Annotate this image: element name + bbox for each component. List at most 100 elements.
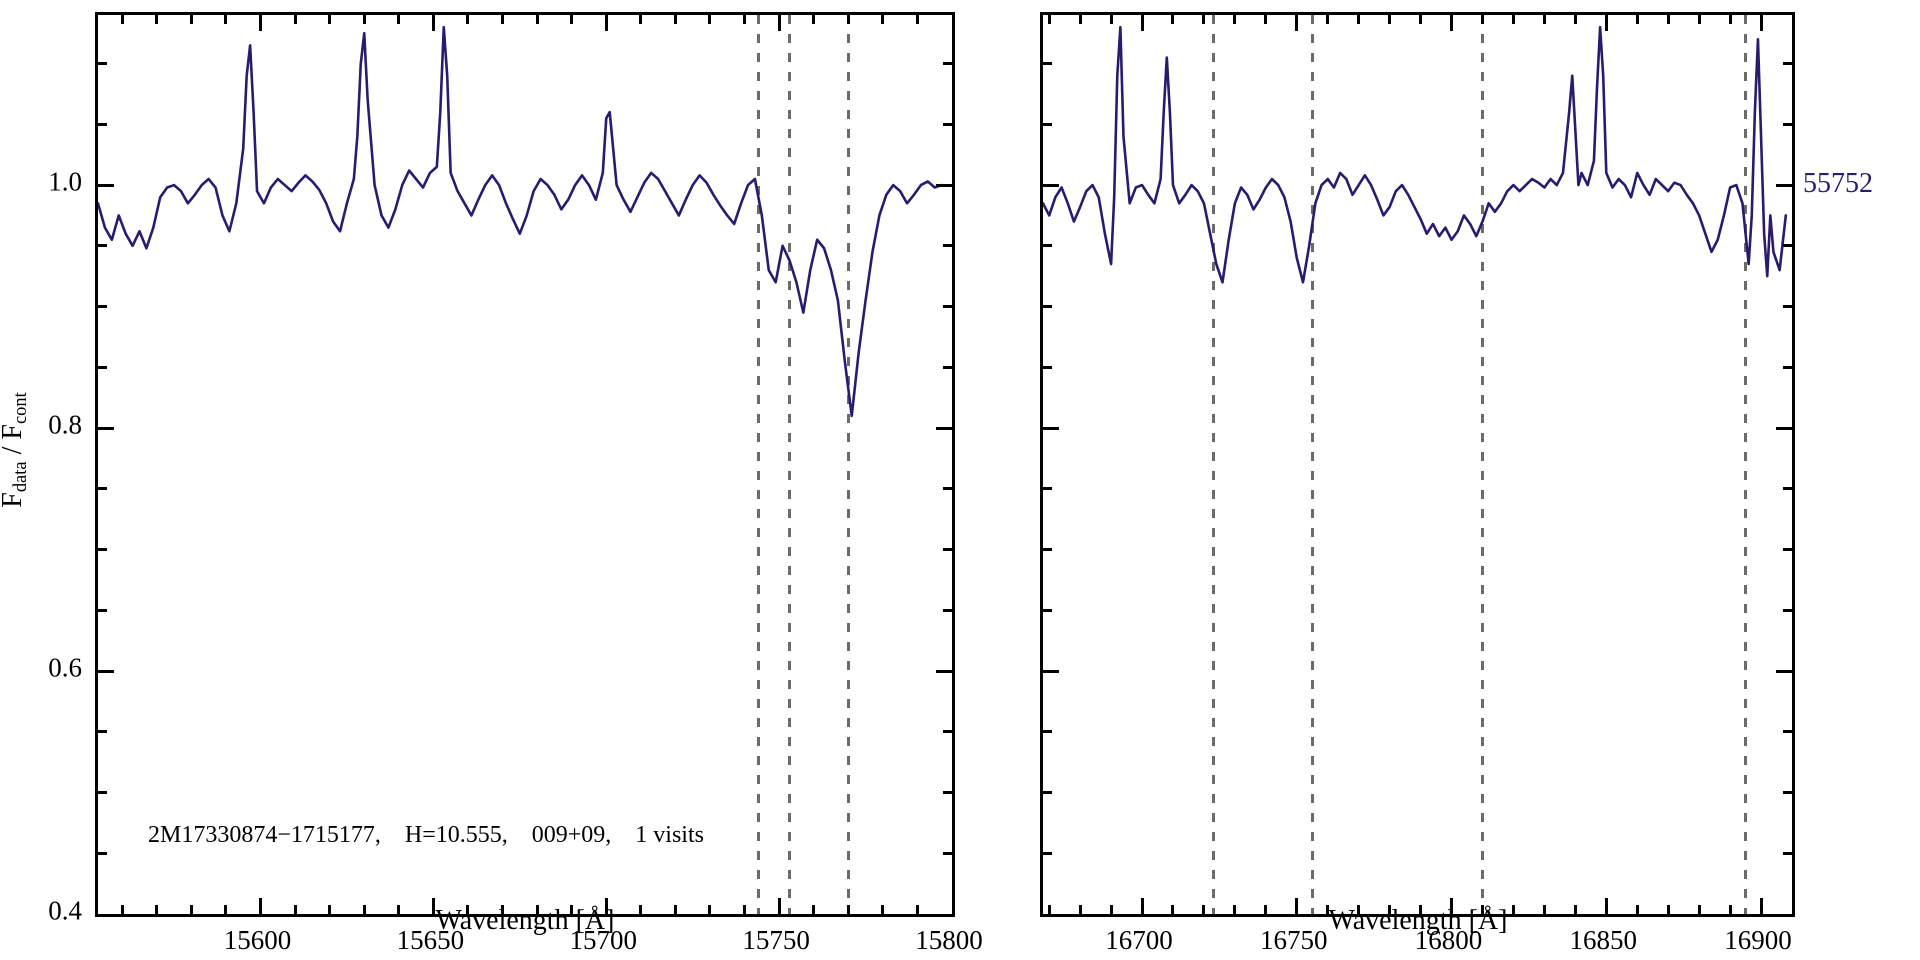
y-axis-minor-tick — [98, 487, 107, 491]
y-axis-minor-tick — [1043, 608, 1052, 612]
x-axis-minor-tick — [1357, 15, 1361, 24]
x-axis-minor-tick — [535, 905, 539, 914]
x-axis-tick-label: 16700 — [1105, 925, 1173, 955]
x-axis-major-tick — [1140, 15, 1144, 31]
y-axis-major-tick — [98, 426, 114, 430]
y-axis-major-tick — [936, 426, 952, 430]
y-axis-minor-tick — [943, 365, 952, 369]
x-axis-minor-tick — [1573, 15, 1577, 24]
y-axis-major-tick — [1776, 426, 1792, 430]
x-axis-minor-tick — [155, 15, 159, 24]
y-axis-minor-tick — [1043, 122, 1052, 126]
x-axis-minor-tick — [293, 15, 297, 24]
y-axis-minor-tick — [943, 851, 952, 855]
x-axis-minor-tick — [1573, 905, 1577, 914]
x-axis-minor-tick — [1511, 15, 1515, 24]
x-axis-minor-tick — [1697, 905, 1701, 914]
y-axis-minor-tick — [1043, 730, 1052, 734]
x-axis-minor-tick — [1388, 15, 1392, 24]
x-axis-minor-tick — [1202, 15, 1206, 24]
y-axis-minor-tick — [1043, 244, 1052, 248]
y-axis-minor-tick — [98, 244, 107, 248]
marker-line — [1480, 15, 1484, 914]
x-axis-minor-tick — [189, 15, 193, 24]
x-axis-minor-tick — [1078, 905, 1082, 914]
y-axis-major-tick — [1776, 183, 1792, 187]
x-axis-minor-tick — [673, 15, 677, 24]
y-axis-minor-tick — [1043, 62, 1052, 66]
y-axis-title-prefix: F — [0, 492, 28, 508]
y-axis-title-sub-data: data — [10, 461, 31, 493]
y-axis-minor-tick — [1043, 548, 1052, 552]
x-axis-minor-tick — [1480, 905, 1484, 914]
y-axis-minor-tick — [943, 62, 952, 66]
y-axis-minor-tick — [1783, 122, 1792, 126]
x-axis-major-tick — [1759, 15, 1763, 31]
x-axis-minor-tick — [293, 905, 297, 914]
x-axis-minor-tick — [501, 15, 505, 24]
x-axis-minor-tick — [466, 905, 470, 914]
x-axis-minor-tick — [812, 15, 816, 24]
y-axis-major-tick — [98, 183, 114, 187]
y-axis-minor-tick — [1043, 365, 1052, 369]
y-axis-minor-tick — [1783, 730, 1792, 734]
left-panel-spectrum-trace — [98, 25, 943, 418]
x-axis-minor-tick — [535, 15, 539, 24]
y-axis-minor-tick — [1783, 62, 1792, 66]
y-axis-minor-tick — [1783, 851, 1792, 855]
marker-line — [1744, 15, 1748, 914]
x-axis-major-tick — [1295, 898, 1299, 914]
y-axis-minor-tick — [1043, 851, 1052, 855]
x-axis-minor-tick — [1542, 15, 1546, 24]
left-panel-x-axis-title: Wavelength [Å] — [435, 905, 615, 936]
y-axis-major-tick — [1043, 183, 1059, 187]
x-axis-major-tick — [1450, 898, 1454, 914]
x-axis-minor-tick — [362, 15, 366, 24]
y-axis-minor-tick — [1783, 608, 1792, 612]
x-axis-minor-tick — [570, 905, 574, 914]
x-axis-tick-label: 16800 — [1414, 925, 1483, 955]
x-axis-minor-tick — [846, 15, 850, 24]
y-axis-minor-tick — [98, 851, 107, 855]
y-axis-minor-tick — [943, 608, 952, 612]
x-axis-major-tick — [777, 15, 781, 31]
x-axis-minor-tick — [673, 905, 677, 914]
y-axis-major-tick — [98, 669, 114, 673]
x-axis-minor-tick — [1697, 15, 1701, 24]
y-axis-minor-tick — [943, 305, 952, 309]
x-axis-major-tick — [259, 15, 262, 31]
x-axis-minor-tick — [1419, 905, 1423, 914]
y-axis-minor-tick — [1783, 548, 1792, 552]
y-axis-minor-tick — [98, 791, 107, 794]
x-axis-minor-tick — [1264, 905, 1268, 914]
right-panel-plot-area — [1043, 15, 1792, 914]
x-axis-major-tick — [1450, 15, 1454, 31]
x-axis-minor-tick — [224, 905, 228, 914]
x-axis-minor-tick — [812, 905, 816, 914]
x-axis-minor-tick — [1109, 15, 1113, 24]
y-axis-tick-label: 0.6 — [48, 652, 82, 683]
x-axis-major-tick — [1295, 15, 1299, 31]
y-axis-minor-tick — [943, 244, 952, 248]
x-axis-minor-tick — [224, 15, 228, 24]
y-axis-major-tick — [936, 669, 952, 673]
right-panel-x-axis-title: Wavelength [Å] — [1328, 905, 1508, 936]
x-axis-minor-tick — [1511, 905, 1515, 914]
x-axis-major-tick — [259, 898, 262, 914]
x-axis-minor-tick — [1419, 15, 1423, 24]
x-axis-tick-label: 15750 — [742, 925, 810, 955]
x-axis-minor-tick — [155, 905, 159, 914]
y-axis-minor-tick — [943, 548, 952, 552]
y-axis-major-tick — [1043, 669, 1059, 673]
y-axis-minor-tick — [943, 791, 952, 794]
y-axis-minor-tick — [1043, 305, 1052, 309]
x-axis-minor-tick — [397, 15, 401, 24]
y-axis-minor-tick — [1783, 791, 1792, 794]
x-axis-minor-tick — [1635, 905, 1639, 914]
x-axis-minor-tick — [501, 905, 505, 914]
y-axis-minor-tick — [1043, 487, 1052, 491]
star-info-annotation: 2M17330874−1715177, H=10.555, 009+09, 1 … — [148, 822, 704, 848]
x-axis-minor-tick — [743, 905, 747, 914]
y-axis-minor-tick — [943, 487, 952, 491]
y-axis-minor-tick — [943, 122, 952, 126]
